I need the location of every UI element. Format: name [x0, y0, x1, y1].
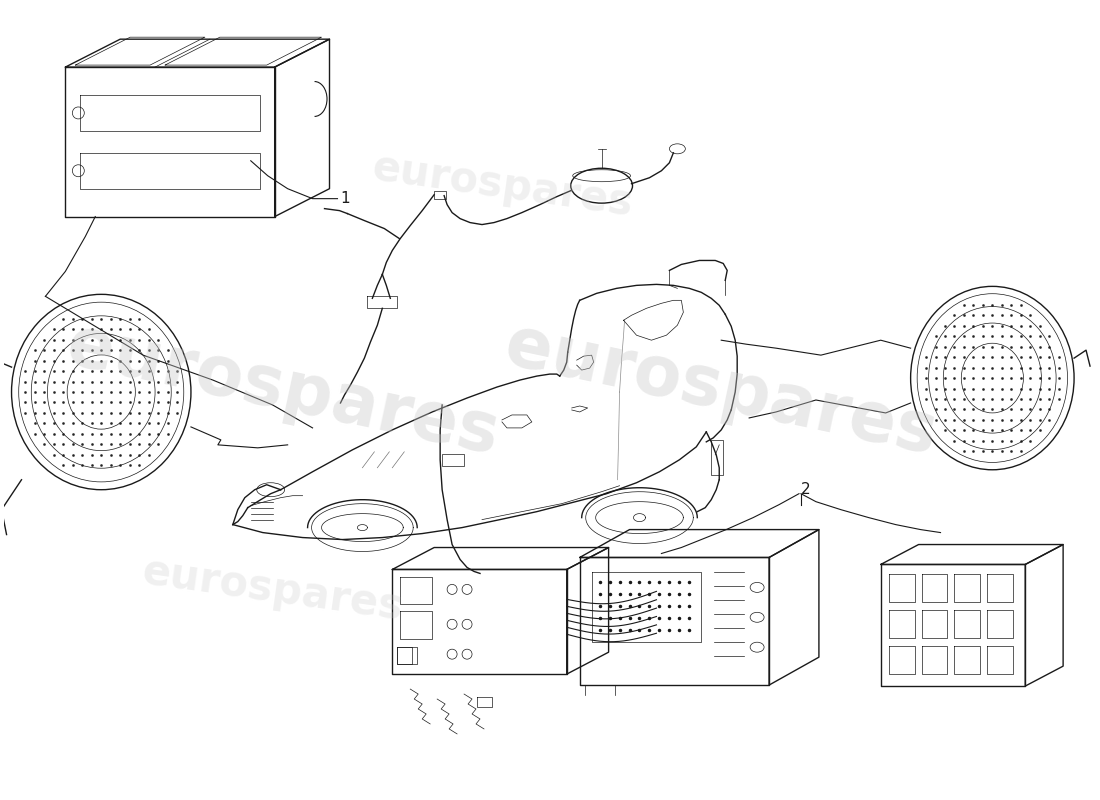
- Text: eurospares: eurospares: [140, 550, 406, 629]
- Text: eurospares: eurospares: [60, 311, 505, 469]
- Bar: [434, 190, 447, 198]
- Text: eurospares: eurospares: [368, 146, 635, 225]
- Text: 2: 2: [801, 482, 811, 498]
- Bar: [442, 454, 464, 466]
- Bar: [712, 440, 723, 474]
- Text: eurospares: eurospares: [499, 311, 943, 469]
- Text: 1: 1: [341, 191, 350, 206]
